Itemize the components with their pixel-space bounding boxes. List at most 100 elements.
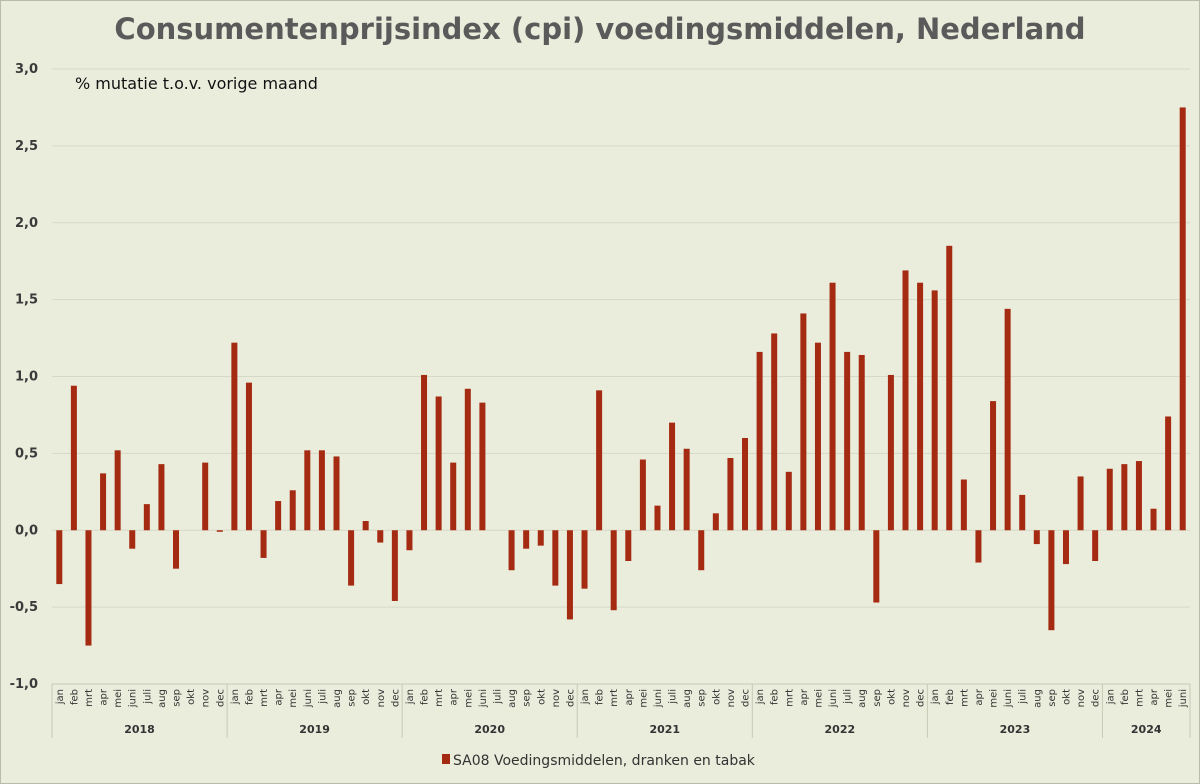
y-tick-label: -0,5 [10, 600, 38, 615]
month-label: feb [69, 689, 80, 705]
bar [333, 456, 340, 531]
month-label: juni [128, 689, 139, 708]
month-label: mrt [609, 689, 620, 707]
bar [1062, 530, 1069, 565]
bar [566, 530, 573, 620]
bar [173, 530, 180, 569]
year-label: 2021 [649, 723, 680, 736]
bar [990, 401, 997, 531]
y-tick-label: 1,0 [15, 370, 38, 385]
month-label: okt [186, 689, 197, 705]
month-label: dec [565, 689, 576, 707]
y-tick-label: -1,0 [10, 677, 38, 692]
month-label: sep [522, 689, 533, 707]
bar [304, 450, 311, 531]
chart-subtitle: % mutatie t.o.v. vorige maand [75, 74, 318, 93]
bar [844, 351, 851, 531]
bar [902, 270, 909, 531]
month-label: mei [1164, 689, 1175, 708]
bar [114, 450, 121, 531]
month-label: mrt [1134, 689, 1145, 707]
month-label: nov [551, 689, 562, 707]
bar [245, 382, 252, 531]
bar [917, 282, 924, 531]
legend: SA08 Voedingsmiddelen, dranken en tabak [442, 753, 756, 769]
year-label: 2024 [1131, 723, 1162, 736]
year-label: 2018 [124, 723, 155, 736]
bar [435, 396, 442, 531]
chart-title: Consumentenprijsindex (cpi) voedingsmidd… [114, 12, 1086, 46]
month-label: apr [799, 688, 810, 705]
bar [610, 530, 617, 611]
month-label: okt [711, 689, 722, 705]
month-label: juli [142, 689, 153, 705]
month-label: mei [989, 689, 1000, 708]
bar [479, 402, 486, 531]
bar [814, 342, 821, 531]
bar [625, 530, 632, 561]
bar [887, 374, 894, 531]
bars [56, 107, 1186, 646]
bar [202, 462, 209, 531]
bar [377, 530, 384, 543]
month-label: juni [478, 689, 489, 708]
month-label: okt [1061, 689, 1072, 705]
legend-label: SA08 Voedingsmiddelen, dranken en tabak [453, 753, 756, 769]
month-label: sep [172, 689, 183, 707]
month-label: okt [361, 689, 372, 705]
bar [143, 504, 150, 531]
month-label: feb [244, 689, 255, 705]
month-label: juli [1018, 689, 1029, 705]
month-label: apr [449, 688, 460, 705]
month-label: jan [55, 689, 66, 705]
bar [216, 530, 223, 532]
bar [1150, 508, 1157, 531]
month-label: apr [1149, 688, 1160, 705]
month-label: jan [755, 689, 766, 705]
bar [654, 505, 661, 531]
month-label: juli [668, 689, 679, 705]
month-label: mrt [959, 689, 970, 707]
month-label: mei [288, 689, 299, 708]
month-label: feb [945, 689, 956, 705]
month-label: dec [390, 689, 401, 707]
bar [1019, 494, 1026, 531]
bar [698, 530, 705, 571]
bar [581, 530, 588, 589]
month-label: mrt [259, 689, 270, 707]
bar [873, 530, 880, 603]
bar [1121, 464, 1128, 531]
y-tick-label: 1,5 [15, 293, 38, 308]
month-label: juli [843, 689, 854, 705]
bar [85, 530, 92, 646]
month-label: nov [201, 689, 212, 707]
month-label: nov [1076, 689, 1087, 707]
month-label: apr [974, 688, 985, 705]
bar [1048, 530, 1055, 631]
month-label: jan [580, 689, 591, 705]
month-label: mei [813, 689, 824, 708]
month-label: juni [1178, 689, 1189, 708]
month-label: juni [653, 689, 664, 708]
month-label: apr [99, 688, 110, 705]
month-label: jan [230, 689, 241, 705]
month-label: nov [726, 689, 737, 707]
month-label: jan [930, 689, 941, 705]
bar [669, 422, 676, 531]
bar [56, 530, 63, 585]
bar [231, 342, 238, 531]
month-label: feb [1120, 689, 1131, 705]
bar [552, 530, 559, 586]
month-label: mei [463, 689, 474, 708]
month-label: juni [828, 689, 839, 708]
month-label: okt [536, 689, 547, 705]
bar [771, 333, 778, 531]
bar [129, 530, 136, 549]
month-label: aug [507, 689, 518, 708]
bar [1106, 468, 1113, 531]
y-tick-label: 2,5 [15, 139, 38, 154]
month-label: dec [741, 689, 752, 707]
month-label: dec [916, 689, 927, 707]
bar [289, 490, 296, 531]
